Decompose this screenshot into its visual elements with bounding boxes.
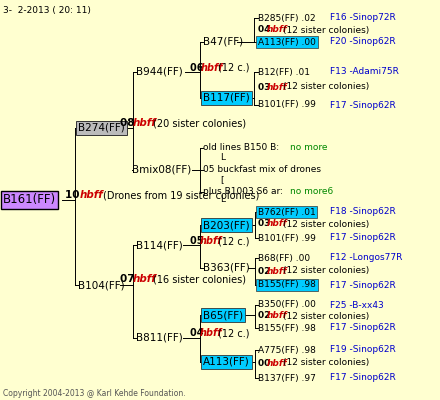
Text: F20 -Sinop62R: F20 -Sinop62R [330,38,396,46]
Text: (Drones from 19 sister colonies): (Drones from 19 sister colonies) [103,190,259,200]
Text: 07: 07 [120,274,138,284]
Text: F17 -Sinop62R: F17 -Sinop62R [330,374,396,382]
Text: F17 -Sinop62R: F17 -Sinop62R [330,280,396,290]
Text: hbff: hbff [80,190,104,200]
Text: F13 -Adami75R: F13 -Adami75R [330,68,399,76]
Text: B762(FF) .01: B762(FF) .01 [258,208,316,216]
Text: B350(FF) .00: B350(FF) .00 [258,300,316,310]
Text: F25 -B-xx43: F25 -B-xx43 [330,300,384,310]
Text: (20 sister colonies): (20 sister colonies) [153,118,246,128]
Text: A113(FF) .00: A113(FF) .00 [258,38,316,46]
Text: 05 buckfast mix of drones: 05 buckfast mix of drones [203,166,321,174]
Text: (12 sister colonies): (12 sister colonies) [283,82,369,92]
Text: B117(FF): B117(FF) [203,93,250,103]
Text: B12(FF) .01: B12(FF) .01 [258,68,310,76]
Text: F16 -Sinop72R: F16 -Sinop72R [330,14,396,22]
Text: 02: 02 [258,312,274,320]
Text: hbff: hbff [201,63,224,73]
Text: F17 -Sinop62R: F17 -Sinop62R [330,100,396,110]
Text: A113(FF): A113(FF) [203,357,250,367]
Text: (12 sister colonies): (12 sister colonies) [283,26,369,34]
Text: hbff: hbff [133,118,157,128]
Text: 03: 03 [258,82,274,92]
Text: B811(FF): B811(FF) [136,333,183,343]
Text: B101(FF) .99: B101(FF) .99 [258,100,316,110]
Text: 03: 03 [258,220,274,228]
Text: F12 -Longos77R: F12 -Longos77R [330,254,402,262]
Text: no more6: no more6 [290,188,333,196]
Text: 04: 04 [190,328,207,338]
Text: old lines B150 B:: old lines B150 B: [203,144,279,152]
Text: B47(FF): B47(FF) [203,37,243,47]
Text: 08: 08 [120,118,138,128]
Text: (12 sister colonies): (12 sister colonies) [283,358,369,368]
Text: B137(FF) .97: B137(FF) .97 [258,374,316,382]
Text: A775(FF) .98: A775(FF) .98 [258,346,316,354]
Text: (12 c.): (12 c.) [218,236,249,246]
Text: 04: 04 [258,26,274,34]
Text: hbff: hbff [133,274,157,284]
Text: (12 sister colonies): (12 sister colonies) [283,220,369,228]
Text: Copyright 2004-2013 @ Karl Kehde Foundation.: Copyright 2004-2013 @ Karl Kehde Foundat… [3,388,186,398]
Text: B363(FF): B363(FF) [203,263,250,273]
Text: hbff: hbff [267,266,288,276]
Text: hbff: hbff [267,358,288,368]
Text: (12 c.): (12 c.) [218,63,249,73]
Text: L: L [220,154,225,162]
Text: [: [ [220,176,224,184]
Text: F17 -Sinop62R: F17 -Sinop62R [330,234,396,242]
Text: 3-  2-2013 ( 20: 11): 3- 2-2013 ( 20: 11) [3,6,91,15]
Text: hbff: hbff [267,220,288,228]
Text: hbff: hbff [200,328,223,338]
Text: B68(FF) .00: B68(FF) .00 [258,254,310,262]
Text: B285(FF) .02: B285(FF) .02 [258,14,315,22]
Text: (12 sister colonies): (12 sister colonies) [283,312,369,320]
Text: (12 c.): (12 c.) [218,328,249,338]
Text: 06: 06 [190,63,207,73]
Text: Bmix08(FF): Bmix08(FF) [132,165,191,175]
Text: hbff: hbff [267,82,288,92]
Text: B203(FF): B203(FF) [203,220,249,230]
Text: (12 sister colonies): (12 sister colonies) [283,266,369,276]
Text: 02: 02 [258,266,274,276]
Text: hbff: hbff [267,26,288,34]
Text: B155(FF) .98: B155(FF) .98 [258,324,316,332]
Text: no more: no more [290,144,327,152]
Text: hbff: hbff [267,312,288,320]
Text: B161(FF): B161(FF) [3,194,56,206]
Text: F19 -Sinop62R: F19 -Sinop62R [330,346,396,354]
Text: hbff: hbff [200,236,223,246]
Text: B65(FF): B65(FF) [203,310,243,320]
Text: L: L [220,196,225,204]
Text: B104(FF): B104(FF) [78,280,125,290]
Text: B155(FF) .98: B155(FF) .98 [258,280,316,290]
Text: B101(FF) .99: B101(FF) .99 [258,234,316,242]
Text: plus B1003 S6 ar:: plus B1003 S6 ar: [203,188,283,196]
Text: B274(FF): B274(FF) [78,123,125,133]
Text: 05: 05 [190,236,207,246]
Text: (16 sister colonies): (16 sister colonies) [153,274,246,284]
Text: F17 -Sinop62R: F17 -Sinop62R [330,324,396,332]
Text: F18 -Sinop62R: F18 -Sinop62R [330,208,396,216]
Text: B944(FF): B944(FF) [136,67,183,77]
Text: B114(FF): B114(FF) [136,240,183,250]
Text: 10: 10 [65,190,83,200]
Text: 00: 00 [258,358,273,368]
